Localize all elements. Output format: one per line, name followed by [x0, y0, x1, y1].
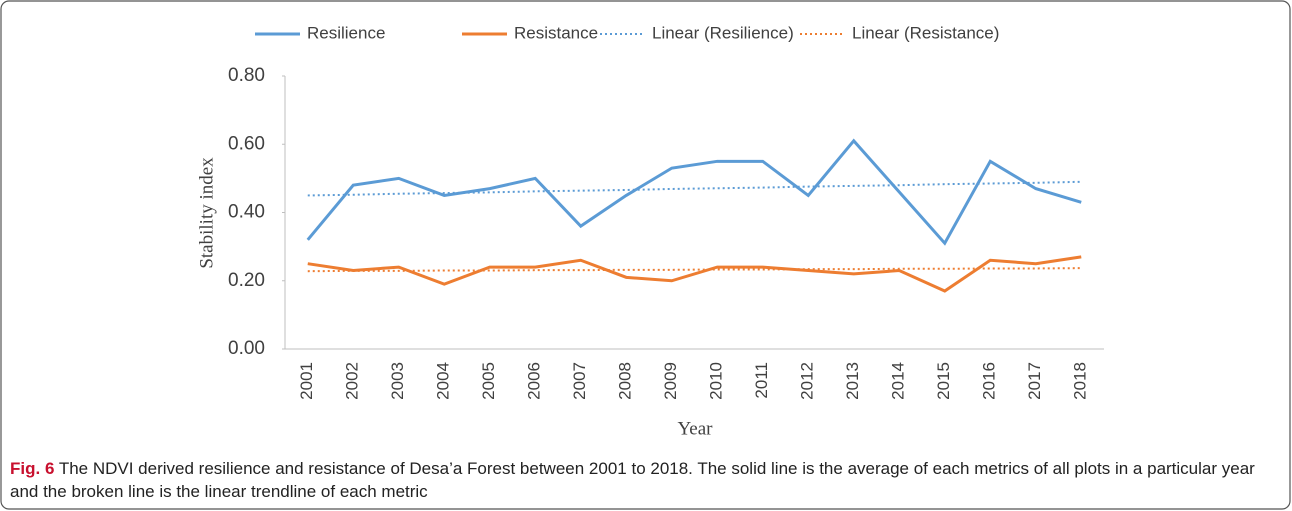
y-tick-label: 0.40 — [228, 202, 265, 223]
y-tick-label: 0.80 — [228, 65, 265, 86]
y-axis-title: Stability index — [196, 157, 217, 269]
y-tick-label: 0.00 — [228, 338, 265, 359]
y-tick-label: 0.60 — [228, 133, 265, 154]
legend-label: Resilience — [307, 23, 385, 42]
x-axis-title: Year — [677, 418, 713, 439]
x-tick-label: 2001 — [297, 362, 316, 400]
x-tick-label: 2013 — [843, 362, 862, 400]
legend-label: Linear (Resistance) — [852, 23, 999, 42]
x-tick-label: 2014 — [889, 362, 908, 400]
x-tick-label: 2007 — [570, 362, 589, 400]
y-tick-label: 0.20 — [228, 270, 265, 291]
x-tick-label: 2018 — [1071, 362, 1090, 400]
x-tick-label: 2008 — [616, 362, 635, 400]
series-line — [307, 255, 1082, 293]
x-tick-label: 2017 — [1025, 362, 1044, 400]
x-tick-label: 2005 — [479, 362, 498, 400]
x-tick-label: 2012 — [798, 362, 817, 400]
legend-label: Linear (Resilience) — [652, 23, 794, 42]
series-line — [307, 180, 1082, 197]
x-tick-label: 2009 — [661, 362, 680, 400]
x-tick-label: 2015 — [934, 362, 953, 400]
legend-label: Resistance — [514, 23, 598, 42]
caption-text: The NDVI derived resilience and resistan… — [10, 459, 1255, 501]
caption-label: Fig. 6 — [10, 459, 55, 478]
x-tick-label: 2002 — [343, 362, 362, 400]
x-tick-label: 2016 — [980, 362, 999, 400]
x-tick-label: 2011 — [752, 362, 771, 399]
x-tick-label: 2003 — [388, 362, 407, 400]
x-tick-label: 2010 — [707, 362, 726, 400]
caption: Fig. 6 The NDVI derived resilience and r… — [10, 457, 1278, 503]
x-tick-label: 2006 — [525, 362, 544, 400]
x-tick-label: 2004 — [434, 362, 453, 400]
series-line — [307, 267, 1082, 273]
series-line — [306, 138, 1082, 246]
